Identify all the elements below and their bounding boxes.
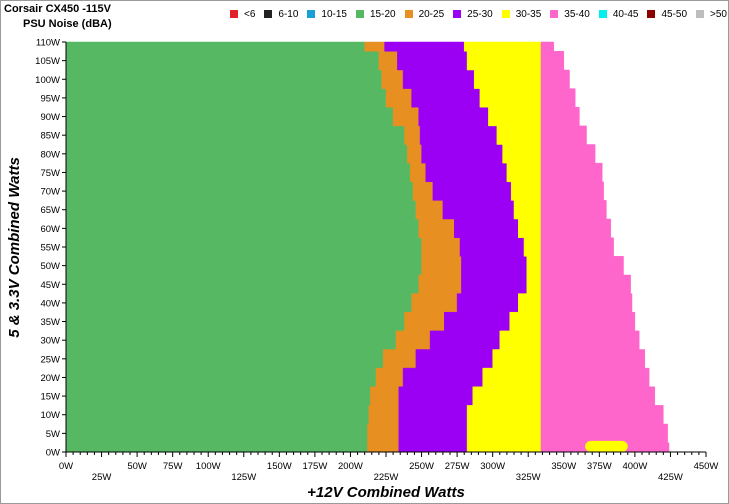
y-tick-label: 45W [40,280,60,291]
y-tick-label: 35W [40,317,60,328]
legend-label: >50 [710,8,727,20]
y-axis-title: 5 & 3.3V Combined Watts [0,42,28,452]
legend-item: 35-40 [550,9,590,20]
chart-title-block: Corsair CX450 -115V PSU Noise (dBA) [4,2,112,32]
y-tick-label: 105W [35,56,60,67]
legend-item: 6-10 [264,9,298,20]
legend-label: 15-20 [369,8,396,20]
legend-item: 25-30 [453,9,493,20]
legend-swatch [229,10,238,18]
legend-label: 20-25 [418,8,445,20]
y-tick-label: 20W [40,373,60,384]
legend-swatch [647,10,656,18]
heatmap-island-30-35 [585,440,628,452]
x-tick-label: 175W [302,461,327,472]
x-tick-label: 25W [92,472,112,483]
legend-label: 10-15 [321,8,347,20]
legend-item: >50 [696,9,727,20]
y-axis-title-text: 5 & 3.3V Combined Watts [5,156,23,338]
legend-swatch [453,10,462,18]
legend-item: 40-45 [598,8,639,20]
legend-swatch [355,10,364,18]
y-tick-label: 75W [40,168,60,179]
x-tick-label: 450W [694,461,719,472]
legend-swatch [696,10,705,18]
x-tick-label: 425W [658,472,683,483]
y-tick-label: 50W [40,261,60,272]
heatmap-band-35-40 [540,41,670,453]
legend-label: <6 [243,8,256,20]
legend-swatch [501,10,510,18]
x-tick-label: 225W [374,472,399,483]
heatmap-island-35-40 [541,377,638,445]
legend-swatch [598,10,607,18]
y-tick-label: 65W [40,205,60,216]
y-tick-label: 100W [35,75,60,86]
y-tick-label: 95W [40,93,60,104]
chart-legend: <6 6-10 10-15 15-20 20-25 25-30 30-35 35-40 40-4… [221,7,727,21]
x-tick-label: 300W [480,461,505,472]
y-tick-label: 60W [40,224,60,235]
x-tick-label: 150W [267,461,292,472]
legend-label: 30-35 [515,8,542,20]
legend-label: 40-45 [612,8,639,20]
chart-title: Corsair CX450 -115V [4,3,112,15]
legend-label: 45-50 [661,8,688,20]
y-tick-label: 85W [40,131,60,142]
legend-swatch [264,10,273,18]
x-tick-label: 100W [196,461,221,472]
y-tick-label: 70W [40,187,60,198]
y-tick-label: 80W [40,149,60,160]
x-tick-label: 350W [551,461,576,472]
legend-item: 20-25 [404,8,445,20]
y-tick-label: 110W [36,38,60,49]
legend-item: 30-35 [501,8,542,20]
heatmap-band-15-20 [65,41,422,453]
chart-subtitle: PSU Noise (dBA) [23,18,112,30]
legend-label: 35-40 [564,8,590,20]
legend-item: 45-50 [647,9,687,20]
x-tick-label: 0W [59,461,73,472]
x-tick-label: 400W [622,461,647,472]
y-tick-label: 10W [40,410,60,421]
x-tick-label: 50W [127,461,147,472]
y-tick-label: 55W [40,243,60,254]
legend-label: 6-10 [278,8,299,20]
y-tick-label: 0W [46,448,60,459]
x-tick-label: 325W [516,472,541,483]
x-tick-label: 200W [338,461,363,472]
legend-label: 25-30 [467,8,493,20]
y-tick-label: 15W [40,392,60,403]
legend-item: 10-15 [307,9,347,20]
legend-item: <6 [229,8,256,20]
legend-item: 15-20 [355,8,396,20]
y-tick-label: 30W [40,336,60,347]
legend-swatch [307,10,316,18]
y-tick-label: 25W [40,354,60,365]
legend-swatch [404,10,413,18]
x-tick-label: 275W [445,461,470,472]
x-axis-title: +12V Combined Watts [307,484,465,501]
y-tick-label: 5W [46,429,60,440]
y-tick-label: 90W [40,112,60,123]
x-tick-label: 75W [163,461,183,472]
x-tick-label: 250W [409,461,434,472]
x-tick-label: 375W [587,461,612,472]
legend-swatch [550,10,559,18]
x-tick-label: 125W [231,472,256,483]
y-tick-label: 40W [40,298,60,309]
